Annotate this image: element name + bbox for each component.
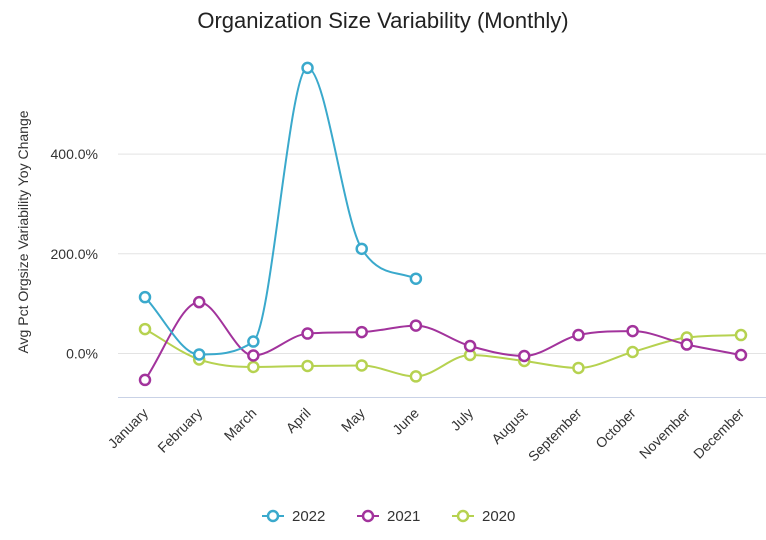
data-point-2020[interactable] bbox=[301, 359, 314, 373]
series-points bbox=[138, 61, 748, 387]
y-tick-labels: 0.0% 200.0% 400.0% bbox=[51, 146, 98, 361]
series-line-2021 bbox=[144, 301, 742, 381]
y-tick-label: 400.0% bbox=[51, 146, 98, 162]
data-point-2021[interactable] bbox=[247, 349, 260, 362]
y-tick-label: 0.0% bbox=[66, 346, 98, 362]
gridlines bbox=[118, 153, 766, 398]
legend-label[interactable]: 2020 bbox=[482, 508, 515, 525]
legend-label[interactable]: 2022 bbox=[292, 508, 325, 525]
legend-marker bbox=[456, 509, 470, 523]
x-tick-label: September bbox=[525, 405, 585, 465]
data-point-2021[interactable] bbox=[734, 348, 748, 362]
data-point-2020[interactable] bbox=[138, 322, 152, 336]
data-point-2022[interactable] bbox=[192, 348, 206, 361]
x-tick-label: February bbox=[154, 405, 205, 456]
data-point-2022[interactable] bbox=[138, 290, 152, 304]
data-point-2020[interactable] bbox=[626, 345, 639, 359]
x-tick-labels: January February March April May June July Augu… bbox=[105, 405, 748, 465]
data-point-2021[interactable] bbox=[626, 324, 639, 338]
data-point-2021[interactable] bbox=[138, 373, 152, 387]
legend-marker bbox=[361, 509, 375, 523]
x-tick-label: November bbox=[636, 405, 693, 462]
data-point-2020[interactable] bbox=[572, 361, 585, 375]
data-point-2020[interactable] bbox=[409, 370, 423, 383]
data-point-2020[interactable] bbox=[247, 360, 260, 374]
legend: 2022 2021 2020 bbox=[262, 508, 515, 525]
data-point-2021[interactable] bbox=[301, 327, 314, 340]
data-point-2022[interactable] bbox=[409, 272, 423, 285]
data-point-2021[interactable] bbox=[572, 328, 585, 342]
data-point-2020[interactable] bbox=[355, 359, 368, 372]
data-point-2022[interactable] bbox=[355, 242, 368, 256]
x-tick-label: August bbox=[488, 405, 530, 447]
legend-marker bbox=[266, 509, 280, 523]
x-tick-label: April bbox=[283, 405, 314, 436]
x-tick-label: October bbox=[592, 405, 639, 452]
data-point-2020[interactable] bbox=[734, 328, 748, 342]
series-line-2020 bbox=[144, 328, 742, 378]
x-tick-label: May bbox=[338, 405, 368, 435]
data-point-2021[interactable] bbox=[355, 325, 368, 339]
data-point-2021[interactable] bbox=[409, 319, 423, 332]
legend-label[interactable]: 2021 bbox=[387, 508, 420, 525]
x-tick-label: December bbox=[690, 405, 747, 462]
data-point-2021[interactable] bbox=[463, 339, 477, 353]
x-tick-label: March bbox=[221, 405, 260, 444]
x-tick-label: July bbox=[447, 405, 476, 434]
chart-title: Organization Size Variability (Monthly) bbox=[197, 8, 569, 33]
series-lines bbox=[144, 66, 742, 381]
x-tick-label: June bbox=[389, 405, 422, 438]
y-axis-label: Avg Pct Orgsize Variability Yoy Change bbox=[15, 110, 31, 353]
data-point-2021[interactable] bbox=[518, 349, 531, 363]
data-point-2021[interactable] bbox=[680, 338, 694, 351]
data-point-2022[interactable] bbox=[247, 335, 260, 348]
data-point-2022[interactable] bbox=[301, 61, 314, 75]
data-point-2021[interactable] bbox=[192, 295, 206, 309]
y-tick-label: 200.0% bbox=[51, 246, 98, 262]
x-tick-label: January bbox=[105, 405, 152, 452]
